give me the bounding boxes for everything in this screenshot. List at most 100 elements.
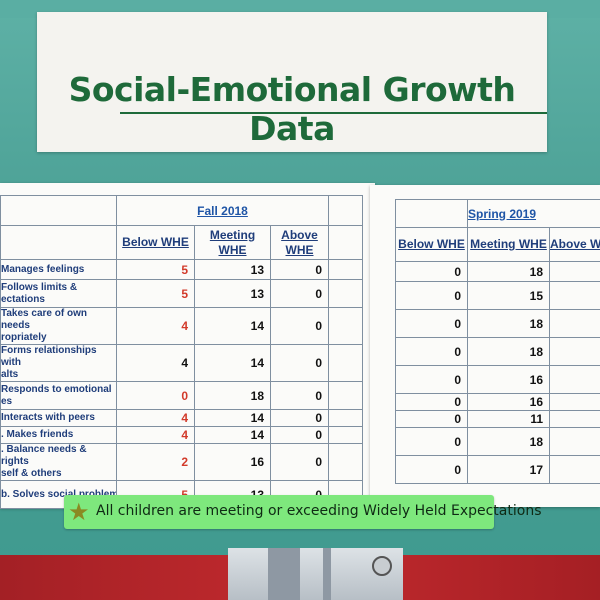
below-value: 5 [116,259,195,280]
below-value: 5 [116,279,195,308]
empty-cell [328,409,363,427]
fall-table: Fall 2018 Below WHE Meeting WHE Above WH… [0,195,363,509]
below-value: 4 [116,409,195,427]
meeting-value: 13 [194,259,271,280]
meeting-value: 18 [467,309,550,338]
above-value [549,281,600,310]
table-row: Responds to emotional es 0 18 0 [0,381,363,410]
meeting-value: 18 [467,261,550,282]
page-title: Social-Emotional Growth Data [68,70,516,148]
above-value: 1 [549,455,600,484]
row-label: Manages feelings [0,259,117,280]
below-value: 0 [395,281,468,310]
photo-print [228,548,403,600]
row-label: . Balance needs & rights self & others [0,443,117,481]
fall-data-sheet: Fall 2018 Below WHE Meeting WHE Above WH… [0,183,375,509]
row-label: . Makes friends [0,426,117,444]
title-underline [120,112,547,114]
above-value: 2 [549,365,600,394]
meeting-value: 13 [194,279,271,308]
above-value: 0 [270,307,329,345]
above-value: 7 [549,410,600,428]
fall-header-above: Above WHE [270,225,329,260]
row-label: Interacts with peers [0,409,117,427]
above-value: 0 [270,259,329,280]
empty-cell [328,344,363,382]
title-sign: Social-Emotional Growth Data [37,12,547,152]
star-icon: ★ [68,499,90,526]
row-label: Responds to emotional es [0,381,117,410]
below-value: 0 [395,455,468,484]
meeting-value: 16 [194,443,271,481]
below-value: 0 [395,365,468,394]
meeting-value: 14 [194,409,271,427]
table-row: Takes care of own needs ropriately 4 14 0 [0,307,363,345]
expectations-banner: ★ All children are meeting or exceeding … [64,495,541,529]
above-value: 0 [549,309,600,338]
spring-header-meeting: Meeting WHE [467,227,550,262]
banner-text: All children are meeting or exceeding Wi… [96,503,542,519]
table-row: Manages feelings 5 13 0 [0,259,363,280]
photo-detail [323,548,331,600]
row-label: Follows limits & ectations [0,279,117,308]
below-value: 0 [395,309,468,338]
empty-cell [328,381,363,410]
below-value: 0 [395,261,468,282]
meeting-value: 18 [467,427,550,456]
photo-detail [268,548,300,600]
table-row: 0 18 [395,261,600,282]
spring-table: Spring 2019 Below WHE Meeting WHE Above … [395,199,600,484]
above-value: 0 [270,409,329,427]
table-row: Forms relationships with alts 4 14 0 [0,344,363,382]
above-value: 0 [549,337,600,366]
above-value: 0 [270,426,329,444]
spring-data-sheet: Spring 2019 Below WHE Meeting WHE Above … [370,185,600,507]
empty-cell [328,307,363,345]
table-row: . Balance needs & rights self & others 2 1… [0,443,363,481]
fall-header-below: Below WHE [116,225,195,260]
below-value: 0 [395,393,468,411]
meeting-value: 14 [194,344,271,382]
table-row: 0 15 [395,281,600,310]
above-value [549,261,600,282]
clip-icon [372,556,392,576]
table-row: Interacts with peers 4 14 0 [0,409,363,427]
above-value: 0 [270,279,329,308]
meeting-value: 15 [467,281,550,310]
below-value: 0 [395,427,468,456]
below-value: 4 [116,344,195,382]
meeting-value: 16 [467,393,550,411]
spring-season-label: Spring 2019 [467,199,600,228]
below-value: 0 [395,337,468,366]
below-value: 4 [116,307,195,345]
table-row: 0171 [395,455,600,484]
row-label: Takes care of own needs ropriately [0,307,117,345]
table-row: Follows limits & ectations 5 13 0 [0,279,363,308]
meeting-value: 17 [467,455,550,484]
table-row: . Makes friends 4 14 0 [0,426,363,444]
fall-header-meeting: Meeting WHE [194,225,271,260]
table-row: 0162 [395,365,600,394]
above-value: 0 [270,381,329,410]
below-value: 0 [395,410,468,428]
above-value: 0 [270,344,329,382]
below-value: 4 [116,426,195,444]
above-value: 0 [270,443,329,481]
meeting-value: 14 [194,307,271,345]
spring-header-below: Below WHE [395,227,468,262]
row-label: Forms relationships with alts [0,344,117,382]
spring-header-above: Above WHE [549,227,600,262]
table-row: 0162 [395,393,600,411]
meeting-value: 16 [467,365,550,394]
table-row: 0117 [395,410,600,428]
above-value: 0 [549,427,600,456]
empty-cell [328,259,363,280]
meeting-value: 14 [194,426,271,444]
meeting-value: 18 [467,337,550,366]
fall-season-label: Fall 2018 [116,195,329,226]
below-value: 0 [116,381,195,410]
empty-cell [328,426,363,444]
